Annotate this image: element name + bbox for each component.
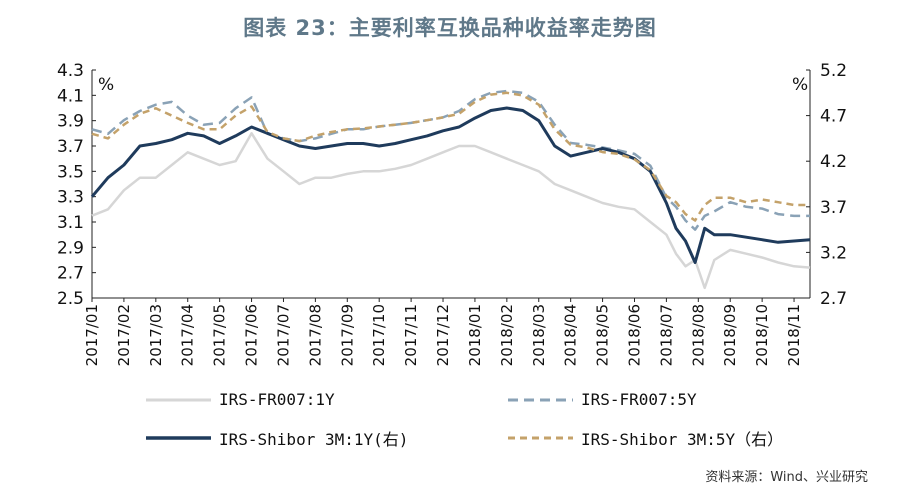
x-tick-label: 2017/11 (402, 304, 420, 366)
right-tick-label: 2.7 (820, 289, 847, 309)
series-line-1 (91, 89, 810, 231)
x-tick-label: 2018/09 (721, 304, 739, 366)
x-tick-label: 2018/01 (466, 304, 484, 366)
chart-axes: 2.5 2.7 2.9 3.1 3.3 3.5 3.7 3.9 4.1 4.3 2.7 3.2 3.7 4… (57, 61, 847, 366)
x-tick-label: 2017/08 (306, 304, 324, 366)
left-tick-label: 3.7 (57, 137, 84, 157)
left-tick-label: 4.1 (57, 86, 84, 106)
x-tick-label: 2017/01 (83, 304, 101, 366)
series-line-0 (91, 132, 811, 290)
right-tick-label: 3.7 (820, 198, 847, 218)
right-axis-unit: % (792, 75, 808, 95)
left-axis-unit: % (98, 75, 114, 95)
x-tick-label: 2018/05 (594, 304, 612, 366)
x-tick-label: 2017/02 (115, 304, 133, 366)
x-tick-label: 2017/12 (434, 304, 452, 366)
left-tick-label: 2.9 (57, 238, 84, 258)
legend-item-shibor-5y: IRS-Shibor 3M:5Y（右） (508, 426, 783, 450)
x-tick-label: 2018/10 (753, 304, 771, 366)
x-tick-label: 2017/10 (370, 304, 388, 366)
chart-series (90, 89, 811, 290)
x-tick-label: 2018/03 (530, 304, 548, 366)
right-tick-label: 4.7 (820, 107, 847, 127)
x-tick-label: 2018/08 (689, 304, 707, 366)
left-tick-label: 3.1 (57, 213, 84, 233)
left-tick-label: 3.3 (57, 188, 84, 208)
legend-item-fr007-5y: IRS-FR007:5Y (508, 390, 697, 409)
x-tick-label: 2017/09 (338, 304, 356, 366)
x-tick-label: 2018/02 (498, 304, 516, 366)
x-tick-label: 2018/06 (625, 304, 643, 366)
x-tick-label: 2017/03 (147, 304, 165, 366)
legend-swatch (508, 398, 573, 401)
source-note: 资料来源：Wind、兴业研究 (705, 470, 868, 485)
right-tick-label: 4.2 (820, 152, 847, 172)
legend-swatch (508, 436, 573, 440)
x-tick-label: 2017/06 (243, 304, 261, 366)
legend-label: IRS-Shibor 3M:5Y（右） (581, 430, 784, 449)
x-tick-label: 2017/04 (179, 304, 197, 366)
legend-swatch (146, 436, 211, 440)
left-tick-label: 2.5 (57, 289, 84, 309)
chart-title: 图表 23：主要利率互换品种收益率走势图 (243, 16, 657, 40)
legend-label: IRS-Shibor 3M:1Y(右) (219, 430, 409, 449)
left-tick-label: 4.3 (57, 61, 84, 81)
legend-item-shibor-1y: IRS-Shibor 3M:1Y(右) (146, 426, 408, 450)
right-tick-label: 5.2 (820, 61, 847, 81)
x-tick-label: 2018/11 (785, 304, 803, 366)
x-tick-label: 2018/07 (657, 304, 675, 366)
left-tick-label: 3.5 (57, 162, 84, 182)
x-tick-label: 2018/04 (562, 304, 580, 366)
left-tick-label: 3.9 (57, 112, 84, 132)
series-line-2 (90, 106, 811, 264)
legend-label: IRS-FR007:1Y (219, 390, 335, 409)
x-tick-label: 2017/05 (211, 304, 229, 366)
legend-item-fr007-1y: IRS-FR007:1Y (146, 390, 335, 409)
left-tick-label: 2.7 (57, 264, 84, 284)
legend-label: IRS-FR007:5Y (581, 390, 697, 409)
legend-swatch (146, 398, 211, 401)
right-tick-label: 3.2 (820, 243, 847, 263)
x-tick-label: 2017/07 (274, 304, 292, 366)
